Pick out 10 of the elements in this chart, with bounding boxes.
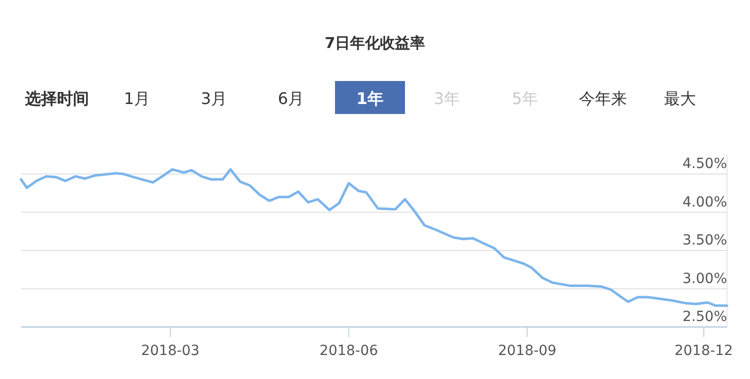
chart-title: 7日年化收益率 <box>324 34 426 52</box>
y-tick-label: 2.50% <box>682 309 727 325</box>
x-tick-label: 2018-12 <box>674 343 733 359</box>
x-tick-label: 2018-06 <box>320 343 378 359</box>
y-tick-label: 4.50% <box>682 156 727 172</box>
y-tick-label: 4.00% <box>682 194 727 210</box>
x-tick-label: 2018-03 <box>141 343 200 359</box>
x-tick-label: 2018-09 <box>498 343 556 359</box>
y-tick-label: 3.50% <box>682 232 727 249</box>
y-tick-label: 3.00% <box>682 270 727 287</box>
